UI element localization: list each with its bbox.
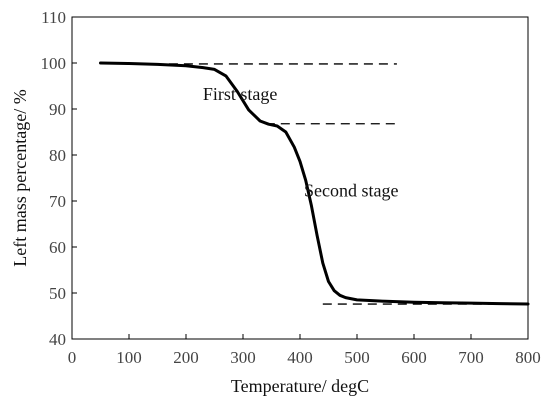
mass-loss-curve <box>99 61 530 306</box>
y-tick-label: 100 <box>41 54 67 73</box>
x-tick-label: 200 <box>173 348 199 367</box>
annotations: First stage Second stage <box>203 84 399 201</box>
y-tick-label: 40 <box>49 330 66 349</box>
x-tick-label: 0 <box>68 348 77 367</box>
y-tick-label: 90 <box>49 100 66 119</box>
annotation-label: First stage <box>203 84 278 104</box>
x-tick-label: 800 <box>515 348 541 367</box>
y-axis-label: Left mass percentage/ % <box>10 89 30 266</box>
x-tick-label: 700 <box>458 348 484 367</box>
x-tick-label: 600 <box>401 348 427 367</box>
y-tick-label: 60 <box>49 238 66 257</box>
x-tick-label: 500 <box>344 348 370 367</box>
y-tick-label: 70 <box>49 192 66 211</box>
y-tick-label: 80 <box>49 146 66 165</box>
x-tick-label: 400 <box>287 348 313 367</box>
y-tick-label: 50 <box>49 284 66 303</box>
y-tick-label: 110 <box>41 8 66 27</box>
ticks: 0 100 200 300 400 500 600 700 800 40 50 60 70 80 90 100… <box>41 8 541 367</box>
annotation-label: Second stage <box>304 180 398 200</box>
x-axis-label: Temperature/ degC <box>231 376 369 396</box>
x-tick-label: 300 <box>230 348 256 367</box>
x-tick-label: 100 <box>116 348 142 367</box>
